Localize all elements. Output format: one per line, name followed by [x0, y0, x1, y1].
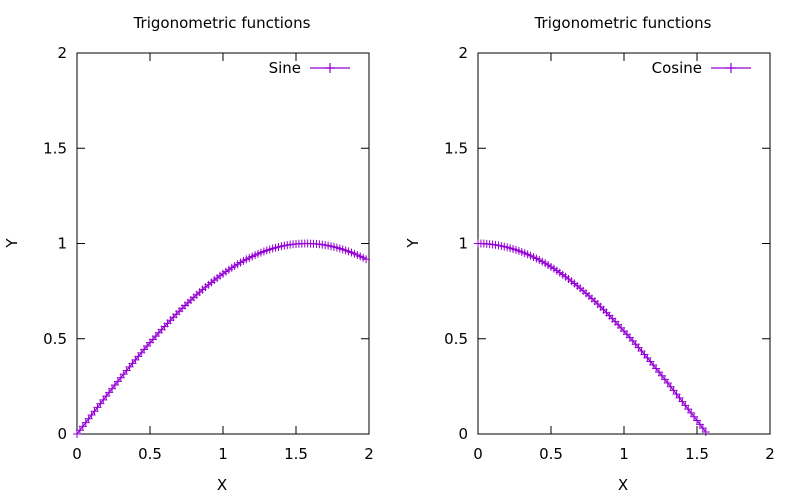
data-point-marker: [362, 255, 371, 264]
cosine-chart: Trigonometric functions 0 0.5 1 1.5 2 0 0.5 1 1…: [404, 14, 775, 492]
x-tick-label: 1.5: [685, 445, 709, 463]
y-tick-label: 1.5: [444, 139, 468, 157]
series-line: [477, 242, 707, 433]
sine-chart: Trigonometric functions 0 0.5 1 1.5 2 0 0.5 1 1…: [3, 14, 374, 492]
series-line: [76, 242, 367, 435]
y-tick-label: 1.5: [43, 139, 67, 157]
legend-label-sine: Sine: [269, 59, 301, 77]
y-tick-label: 0: [57, 425, 67, 443]
chart-title: Trigonometric functions: [534, 14, 712, 32]
legend: Cosine: [652, 59, 751, 77]
x-axis-label: X: [217, 476, 227, 492]
y-tick-label: 1: [458, 235, 468, 253]
y-tick-label: 2: [458, 44, 468, 62]
x-axis: 0 0.5 1 1.5 2: [72, 53, 374, 463]
y-tick-label: 0: [458, 425, 468, 443]
x-tick-label: 0.5: [138, 445, 162, 463]
series-sine: [73, 239, 371, 438]
y-axis: 0 0.5 1 1.5 2: [43, 44, 369, 443]
x-tick-label: 2: [364, 445, 374, 463]
chart-title: Trigonometric functions: [133, 14, 311, 32]
x-axis-label: X: [618, 476, 628, 492]
x-tick-label: 2: [765, 445, 775, 463]
x-tick-label: 0.5: [539, 445, 563, 463]
x-axis: 0 0.5 1 1.5 2: [473, 53, 775, 463]
data-point-marker: [701, 427, 710, 436]
series-cosine: [474, 239, 710, 436]
x-tick-label: 1: [218, 445, 228, 463]
x-tick-label: 1: [619, 445, 629, 463]
x-tick-label: 0: [473, 445, 483, 463]
legend-marker-sine: [325, 63, 335, 73]
y-tick-label: 0.5: [444, 330, 468, 348]
y-tick-label: 0.5: [43, 330, 67, 348]
legend-label-cosine: Cosine: [652, 59, 702, 77]
x-tick-label: 0: [72, 445, 82, 463]
legend-marker-cosine: [726, 63, 736, 73]
y-tick-label: 1: [57, 235, 67, 253]
plot-frame: [477, 52, 771, 435]
x-tick-label: 1.5: [284, 445, 308, 463]
y-axis-label: Y: [404, 238, 422, 249]
legend: Sine: [269, 59, 350, 77]
y-axis-label: Y: [3, 238, 21, 249]
y-axis: 0 0.5 1 1.5 2: [444, 44, 770, 443]
y-tick-label: 2: [57, 44, 67, 62]
